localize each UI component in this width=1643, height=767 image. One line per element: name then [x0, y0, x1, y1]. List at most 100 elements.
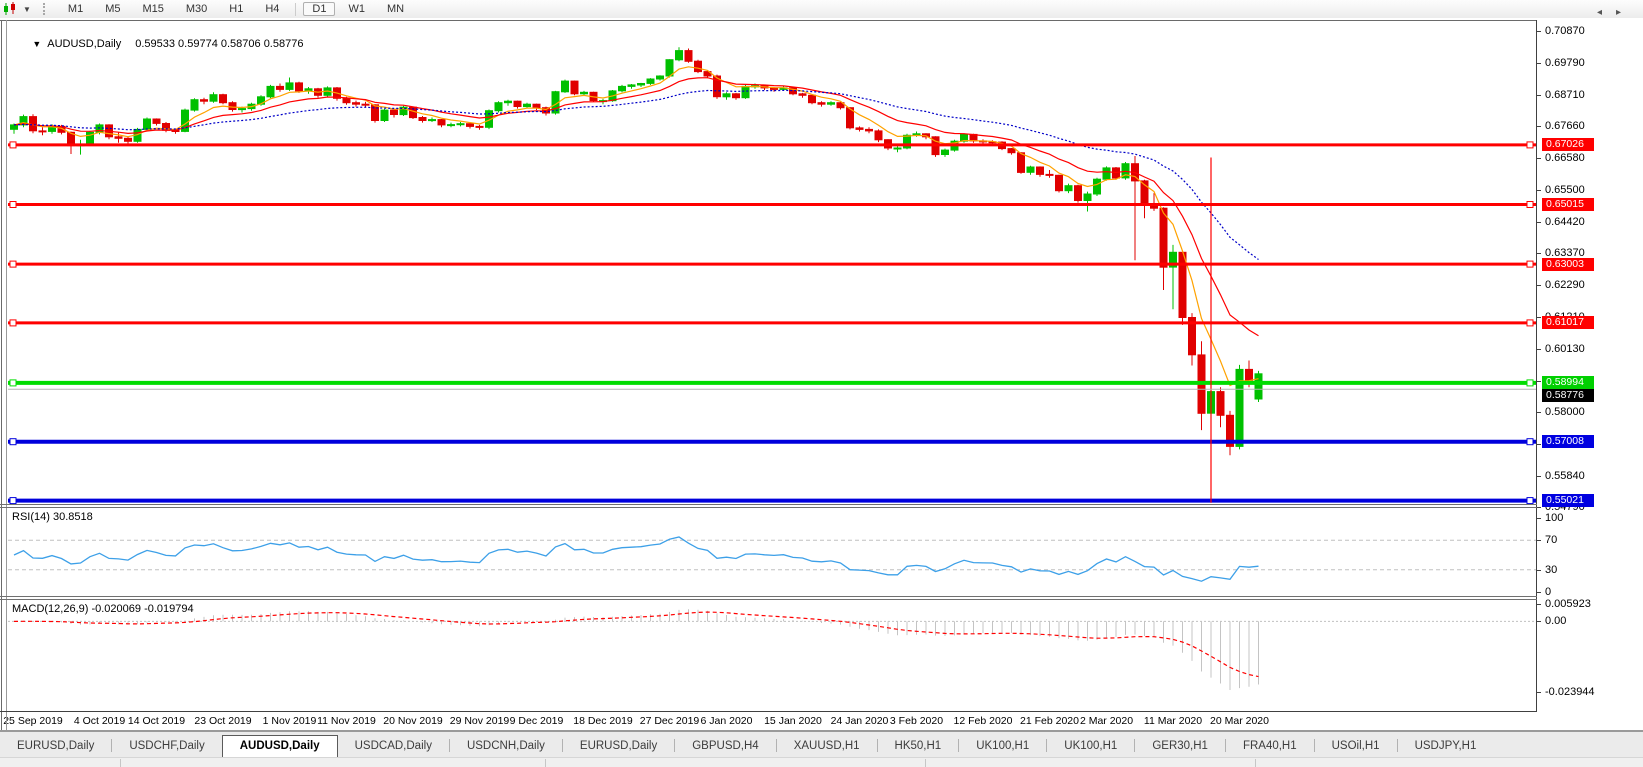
axis-tick: [1537, 317, 1541, 319]
price-tick-label: 70: [1545, 534, 1558, 547]
main-chart[interactable]: [8, 22, 1537, 505]
price-line-label: 0.67026: [1542, 138, 1594, 152]
chart-tab-usdjpy-h1[interactable]: USDJPY,H1: [1414, 740, 1477, 752]
date-tick-label: 29 Nov 2019: [449, 715, 510, 727]
status-divider: [120, 759, 121, 767]
axis-tick: [1537, 222, 1541, 224]
macd-label: MACD(12,26,9) -0.020069 -0.019794: [12, 603, 194, 615]
macd-pane[interactable]: [8, 599, 1537, 711]
price-line-label: 0.63003: [1542, 257, 1594, 271]
price-line-label: 0.57008: [1542, 435, 1594, 449]
price-line-label: 0.65015: [1542, 197, 1594, 211]
chart-tab-uk100-h1[interactable]: UK100,H1: [1064, 740, 1118, 752]
date-tick-label: 14 Oct 2019: [127, 715, 186, 727]
timeframe-button-h1[interactable]: H1: [229, 3, 244, 15]
chart-tab-ger30-h1[interactable]: GER30,H1: [1152, 740, 1208, 752]
date-tick-label: 2 Mar 2020: [1079, 715, 1134, 727]
pane-border: [0, 730, 1643, 731]
price-tick-label: 100: [1545, 512, 1564, 524]
timeframe-button-h4[interactable]: H4: [265, 3, 280, 15]
status-divider: [1255, 759, 1256, 767]
price-tick-label: 0.68710: [1545, 89, 1585, 101]
tab-separator: [1396, 739, 1398, 752]
rsi-label: RSI(14) 30.8518: [12, 511, 93, 523]
pane-border: [0, 596, 1537, 597]
tab-separator: [1313, 739, 1315, 752]
axis-tick: [1537, 349, 1541, 351]
price-tick-label: 0.005923: [1545, 597, 1591, 610]
pane-border: [0, 504, 1537, 505]
chart-tab-uk100-h1[interactable]: UK100,H1: [976, 740, 1030, 752]
ohlc-values: 0.59533 0.59774 0.58706 0.58776: [135, 38, 304, 50]
timeframe-button-m30[interactable]: M30: [185, 3, 208, 15]
axis-tick: [1537, 95, 1541, 96]
axis-tick: [1537, 507, 1541, 509]
price-tick-label: 0: [1545, 586, 1552, 598]
tab-separator: [111, 739, 113, 752]
chart-tab-usdcad-daily[interactable]: USDCAD,Daily: [354, 740, 432, 752]
tab-scroll-arrows: ◂▸: [1597, 7, 1635, 18]
date-tick-label: 4 Oct 2019: [73, 715, 126, 727]
tab-separator: [1134, 739, 1136, 752]
chart-tab-eurusd-daily[interactable]: EURUSD,Daily: [17, 740, 95, 752]
status-divider: [545, 759, 546, 767]
date-tick-label: 18 Dec 2019: [573, 715, 633, 727]
chart-tab-audusd-daily[interactable]: AUDUSD,Daily: [221, 735, 338, 758]
axis-tick: [1537, 126, 1541, 128]
timeframe-button-m15[interactable]: M15: [142, 3, 164, 15]
axis-tick: [1537, 692, 1541, 694]
tab-separator: [1046, 739, 1048, 752]
candlestick-chart-icon[interactable]: [3, 2, 20, 16]
chart-tab-usoil-h1[interactable]: USOil,H1: [1331, 740, 1380, 752]
pane-border: [6, 20, 7, 731]
price-axis[interactable]: 0.70870 0.69790 0.68710 0.67660 0.66580 0.655…: [1537, 18, 1643, 712]
chart-tab-eurusd-daily[interactable]: EURUSD,Daily: [579, 740, 658, 752]
timeframe-button-w1[interactable]: W1: [348, 3, 365, 15]
axis-tick: [1537, 190, 1541, 192]
timeframe-button-m1[interactable]: M1: [67, 3, 84, 15]
chart-tab-usdchf-daily[interactable]: USDCHF,Daily: [129, 740, 205, 752]
axis-tick: [1537, 285, 1541, 287]
chart-dropdown-icon[interactable]: ▼: [32, 39, 42, 49]
date-tick-label: 12 Feb 2020: [953, 715, 1013, 727]
timeframe-button-mn[interactable]: MN: [386, 3, 405, 15]
price-tick-label: 0.55840: [1545, 470, 1585, 483]
toolbar-grip[interactable]: [42, 3, 49, 15]
status-strip: [0, 757, 1643, 767]
pane-border: [0, 20, 1643, 21]
price-tick-label: 0.62290: [1545, 279, 1585, 292]
axis-tick: [1537, 518, 1541, 519]
pane-border: [0, 599, 1643, 600]
chart-tab-usdcnh-daily[interactable]: USDCNH,Daily: [466, 740, 545, 752]
axis-tick: [1537, 412, 1541, 414]
axis-tick: [1537, 569, 1541, 571]
status-divider: [925, 759, 926, 767]
tab-scroll-left-icon[interactable]: ◂: [1596, 7, 1616, 18]
date-tick-label: 15 Jan 2020: [764, 715, 822, 727]
chart-tab-hk50-h1[interactable]: HK50,H1: [894, 740, 942, 752]
tab-scroll-right-icon[interactable]: ▸: [1615, 7, 1635, 18]
tab-separator: [775, 739, 777, 752]
timeframe-button-d1[interactable]: D1: [303, 2, 336, 16]
date-tick-label: 24 Jan 2020: [830, 715, 889, 727]
date-tick-label: 11 Nov 2019: [317, 715, 376, 727]
rsi-pane[interactable]: [8, 507, 1537, 596]
chevron-down-icon[interactable]: ▼: [23, 4, 31, 14]
current-price-label: 0.58776: [1542, 388, 1594, 402]
chart-tab-fra40-h1[interactable]: FRA40,H1: [1242, 740, 1297, 752]
chart-window: ▼ AUDUSD,Daily 0.59533 0.59774 0.58706 0.5…: [0, 18, 1643, 731]
time-axis[interactable]: 25 Sep 2019 4 Oct 2019 14 Oct 2019 23 Oct 2…: [0, 712, 1643, 731]
chart-tab-xauusd-h1[interactable]: XAUUSD,H1: [793, 740, 860, 752]
chart-tab-gbpusd-h4[interactable]: GBPUSD,H4: [692, 740, 759, 752]
date-tick-label: 20 Nov 2019: [383, 715, 443, 727]
tab-separator: [1224, 739, 1226, 752]
date-tick-label: 6 Jan 2020: [700, 715, 753, 727]
price-tick-label: 0.67660: [1545, 120, 1585, 133]
timeframe-button-m5[interactable]: M5: [105, 3, 121, 15]
price-tick-label: 0.70870: [1545, 25, 1585, 37]
price-tick-label: 0.54790: [1545, 501, 1585, 514]
tab-separator: [448, 739, 450, 752]
symbol-period-label: AUDUSD,Daily: [47, 38, 122, 50]
date-tick-label: 9 Dec 2019: [509, 715, 564, 727]
axis-tick: [1537, 381, 1541, 383]
